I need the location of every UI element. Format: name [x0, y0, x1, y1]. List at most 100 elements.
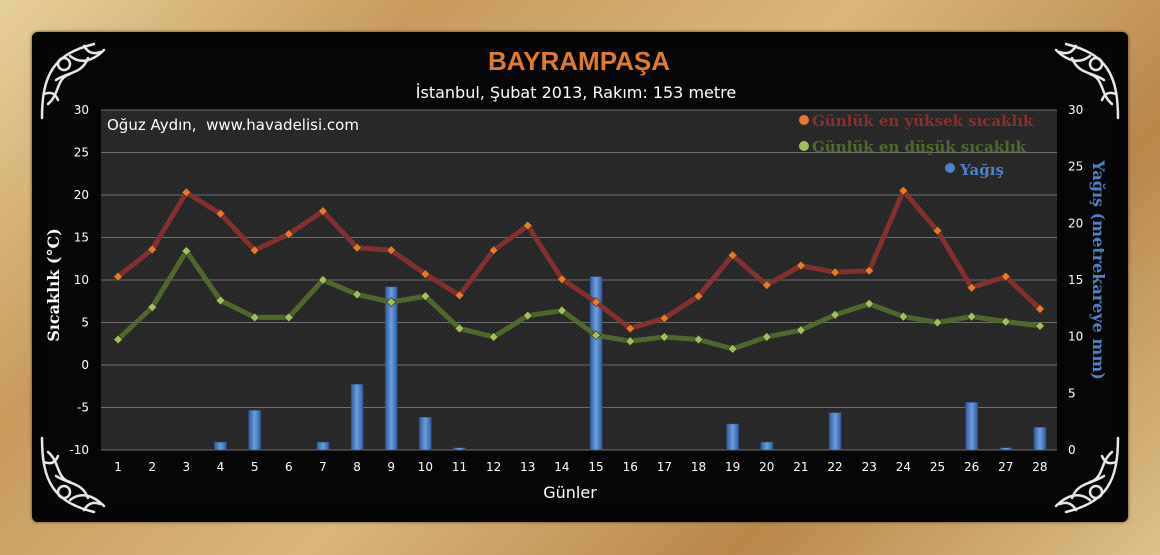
right-tick-label: 30	[1068, 103, 1083, 117]
min-temp-point	[727, 343, 738, 354]
precipitation-bar	[248, 410, 261, 451]
chart-title: BAYRAMPAŞA	[488, 46, 670, 76]
left-tick-label: 10	[74, 273, 89, 287]
x-axis-label: Günler	[543, 483, 597, 502]
max-temp-point	[454, 290, 465, 301]
legend-label-max-temp: Günlük en yüksek sıcaklık	[812, 112, 1034, 130]
min-temp-point	[864, 298, 875, 309]
x-tick-label: 22	[827, 460, 842, 474]
max-temp-point	[215, 208, 226, 219]
x-tick-label: 26	[964, 460, 979, 474]
x-axis-ticks: 1 2 3 4 5 6 7 8 9 10 11 12 13 14 15 16 17 18 19 20 21 22 23 24 2…	[114, 460, 1047, 474]
x-tick-label: 10	[418, 460, 433, 474]
left-axis-ticks: -10 -5 0 5 10 15 20 25 30	[69, 103, 89, 457]
precipitation-bar	[999, 447, 1013, 451]
right-axis-label: Yağış (metrekareye mm)	[1089, 159, 1108, 380]
precipitation-bar	[316, 441, 330, 451]
right-tick-label: 20	[1068, 216, 1083, 230]
min-temp-point	[522, 310, 533, 321]
right-axis-ticks: 0 5 10 15 20 25 30	[1068, 103, 1083, 457]
left-tick-label: -5	[77, 401, 89, 415]
temperature-markers	[113, 185, 1045, 354]
precipitation-bar	[350, 384, 364, 451]
precipitation-bar	[419, 416, 432, 451]
legend-marker-max-temp	[799, 115, 809, 125]
max-temp-point	[830, 267, 840, 278]
max-temp-point	[557, 274, 567, 285]
min-temp-point	[830, 309, 840, 320]
min-temp-point	[113, 334, 123, 345]
precipitation-bar	[453, 447, 466, 451]
min-temp-point	[1035, 320, 1045, 331]
x-tick-label: 6	[285, 460, 293, 474]
max-temp-point	[659, 313, 670, 324]
legend-marker-precipitation	[945, 163, 955, 173]
x-tick-label: 9	[387, 460, 395, 474]
max-temp-point	[1035, 303, 1045, 314]
min-temp-point	[215, 295, 226, 306]
x-tick-label: 27	[998, 460, 1013, 474]
x-tick-label: 16	[623, 460, 638, 474]
x-tick-label: 19	[725, 460, 740, 474]
x-tick-label: 21	[793, 460, 808, 474]
min-temp-point	[318, 275, 328, 285]
corner-ornament-bottom-left	[34, 430, 126, 522]
min-temp-point	[386, 297, 397, 308]
max-temp-point	[420, 269, 431, 279]
min-temp-point	[352, 289, 362, 300]
x-tick-label: 11	[452, 460, 467, 474]
x-tick-label: 1	[114, 460, 122, 474]
corner-ornament-bottom-right	[1034, 430, 1126, 522]
min-temp-point	[557, 305, 567, 316]
max-temp-point	[864, 265, 875, 276]
precipitation-bar	[589, 276, 603, 451]
precipitation-bar	[384, 286, 398, 451]
right-tick-label: 5	[1068, 386, 1076, 400]
legend-label-min-temp: Günlük en düşük sıcaklık	[812, 138, 1027, 156]
x-tick-label: 13	[520, 460, 535, 474]
right-tick-label: 0	[1068, 443, 1076, 457]
min-temp-point	[898, 311, 909, 322]
min-temp-point	[181, 246, 192, 257]
left-tick-label: 30	[74, 103, 89, 117]
left-axis-label: Sıcaklık (°C)	[44, 228, 63, 342]
x-tick-label: 12	[486, 460, 501, 474]
min-temp-point	[693, 334, 704, 345]
x-tick-label: 23	[862, 460, 877, 474]
max-temp-point	[966, 282, 977, 293]
x-tick-label: 17	[657, 460, 672, 474]
precipitation-bar	[965, 402, 978, 451]
min-temp-point	[147, 302, 158, 313]
x-tick-label: 18	[691, 460, 706, 474]
left-tick-label: 0	[81, 358, 89, 372]
max-temp-point	[318, 206, 328, 217]
precipitation-bar	[726, 423, 739, 451]
max-temp-point	[1000, 271, 1011, 282]
max-temp-point	[147, 244, 158, 255]
max-temp-point	[591, 297, 601, 308]
min-temp-point	[488, 332, 499, 342]
x-tick-label: 4	[217, 460, 225, 474]
x-tick-label: 25	[930, 460, 945, 474]
chart-credit: Oğuz Aydın, www.havadelisi.com	[107, 116, 359, 134]
corner-ornament-top-right	[1034, 34, 1126, 126]
x-tick-label: 7	[319, 460, 327, 474]
max-temp-point	[522, 220, 533, 231]
x-tick-label: 14	[554, 460, 569, 474]
left-tick-label: 25	[74, 146, 89, 160]
min-temp-point	[249, 312, 260, 323]
right-tick-label: 10	[1068, 330, 1083, 344]
left-tick-label: 15	[74, 231, 89, 245]
temperature-lines	[116, 188, 1042, 352]
max-temp-point	[898, 185, 909, 196]
legend-item-min-temp: Günlük en düşük sıcaklık	[799, 138, 1027, 156]
min-temp-line	[116, 248, 1041, 352]
x-tick-label: 15	[588, 460, 603, 474]
max-temp-point	[283, 229, 294, 240]
min-temp-point	[932, 317, 943, 328]
legend-label-precipitation: Yağış	[959, 161, 1004, 179]
precipitation-bar	[1033, 427, 1047, 451]
right-tick-label: 25	[1068, 160, 1083, 174]
x-tick-label: 5	[251, 460, 259, 474]
